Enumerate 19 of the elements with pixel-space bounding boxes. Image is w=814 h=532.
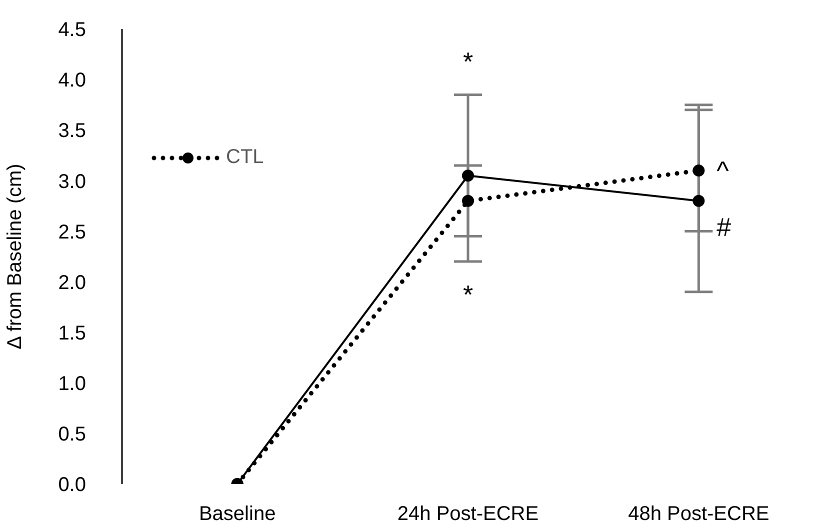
y-tick-label: 2.0 — [58, 272, 86, 294]
x-tick-label: 24h Post-ECRE — [397, 503, 539, 526]
y-tick-label: 2.5 — [58, 221, 86, 244]
annotation: * — [462, 46, 474, 77]
annotation: # — [716, 212, 732, 242]
x-tick-label: Baseline — [198, 503, 276, 526]
annotation: ^ — [716, 156, 730, 186]
y-tick-label: 1.0 — [58, 372, 86, 395]
y-tick-label: 0.5 — [58, 424, 86, 446]
y-tick-label: 0.0 — [58, 474, 86, 496]
y-tick-label: 4.5 — [58, 19, 86, 42]
annotation: * — [462, 280, 474, 310]
y-axis-title: Δ from Baseline (cm) — [4, 164, 26, 350]
y-tick-label: 1.5 — [58, 322, 86, 344]
y-tick-label: 3.5 — [58, 120, 86, 142]
y-tick-label: 4.0 — [58, 70, 86, 92]
x-tick-label: 48h Post-ECRE — [628, 503, 770, 526]
y-tick-label: 3.0 — [58, 170, 86, 193]
legend-label: CTL — [226, 146, 264, 169]
